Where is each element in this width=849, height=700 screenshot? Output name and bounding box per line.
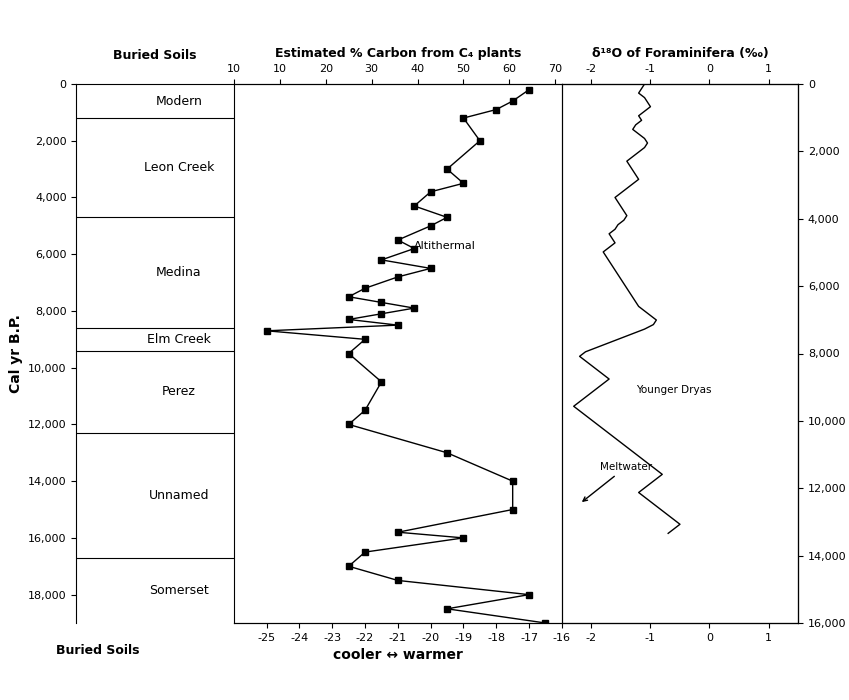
Text: Meltwater: Meltwater [583,462,652,501]
X-axis label: Buried Soils: Buried Soils [114,49,197,62]
Text: Younger Dryas: Younger Dryas [636,386,711,396]
Text: Perez: Perez [162,385,195,398]
X-axis label: Estimated % Carbon from C₄ plants: Estimated % Carbon from C₄ plants [275,48,521,60]
Text: Elm Creek: Elm Creek [147,332,211,346]
Text: Somerset: Somerset [149,584,209,597]
Text: Buried Soils: Buried Soils [56,645,139,657]
Text: Modern: Modern [155,94,202,108]
Text: Leon Creek: Leon Creek [143,161,214,174]
Text: Medina: Medina [156,266,201,279]
Text: Unnamed: Unnamed [149,489,209,502]
X-axis label: cooler ↔ warmer: cooler ↔ warmer [333,648,463,662]
Y-axis label: Cal yr B.P.: Cal yr B.P. [8,314,23,393]
Text: Altithermal: Altithermal [414,241,476,251]
X-axis label: δ¹⁸O of Foraminifera (‰): δ¹⁸O of Foraminifera (‰) [592,48,768,60]
